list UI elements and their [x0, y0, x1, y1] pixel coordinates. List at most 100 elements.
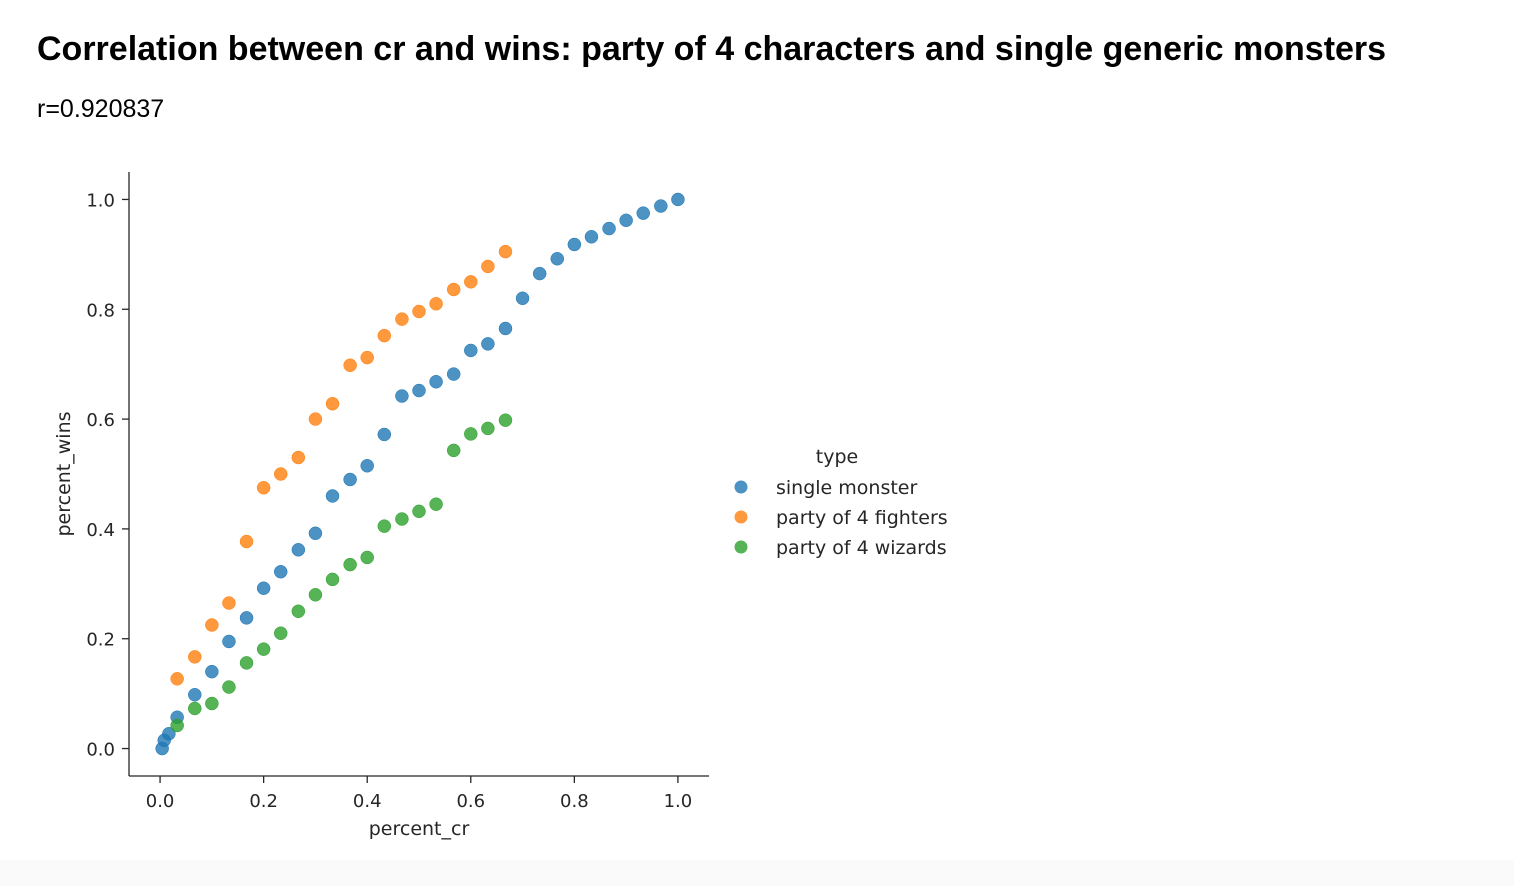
data-point	[222, 634, 236, 649]
data-point	[481, 337, 495, 351]
data-point	[429, 497, 443, 511]
legend-marker	[734, 480, 748, 494]
x-tick-label: 0.4	[353, 791, 382, 812]
data-point	[273, 467, 288, 481]
data-point	[481, 259, 495, 274]
data-point	[273, 564, 288, 579]
x-axis-label: percent_cr	[369, 818, 470, 840]
legend-label: party of 4 fighters	[776, 507, 948, 529]
data-point	[412, 504, 426, 519]
series-1-markers	[155, 192, 685, 756]
axes: 0.0 0.2 0.4 0.6 0.8 1.0 0.0 0.2 0.4 0.6 0.8 1.0 pe…	[53, 172, 709, 840]
page-title: Correlation between cr and wins: party o…	[37, 30, 1387, 68]
x-tick-label: 0.2	[249, 791, 278, 812]
y-tick-label: 0.0	[86, 740, 115, 761]
data-point	[464, 275, 478, 289]
data-point	[464, 343, 478, 358]
data-point	[360, 550, 374, 565]
data-point	[498, 321, 513, 336]
data-point	[170, 672, 184, 686]
x-ticks: 0.0 0.2 0.4 0.6 0.8 1.0	[146, 776, 692, 812]
data-point	[377, 427, 392, 442]
data-point	[395, 512, 409, 526]
plot-markers	[155, 192, 685, 756]
data-point	[550, 252, 565, 266]
data-point	[343, 358, 357, 373]
legend-items: single monster party of 4 fighters party o…	[734, 477, 948, 559]
data-point	[256, 581, 271, 595]
data-point	[446, 282, 461, 297]
data-point	[291, 543, 306, 557]
data-point	[464, 427, 478, 441]
data-point	[343, 557, 357, 572]
data-point	[567, 237, 582, 252]
data-point	[360, 459, 374, 473]
bottom-strip	[0, 860, 1514, 886]
data-point	[205, 664, 219, 679]
data-point	[239, 656, 254, 670]
y-tick-label: 1.0	[86, 190, 115, 211]
x-tick-label: 1.0	[664, 791, 693, 812]
data-point	[325, 396, 340, 411]
data-point	[222, 596, 236, 610]
x-tick-label: 0.6	[456, 791, 485, 812]
data-point	[377, 519, 392, 533]
series-2-markers	[170, 244, 513, 686]
data-point	[308, 588, 323, 602]
data-point	[239, 534, 254, 549]
legend-title: type	[816, 446, 858, 468]
legend: type single monster party of 4 fighters pa…	[734, 446, 948, 559]
series-3-markers	[170, 413, 513, 733]
data-point	[481, 421, 495, 436]
data-point	[170, 718, 184, 733]
data-point	[446, 443, 461, 458]
data-point	[498, 413, 513, 427]
y-tick-label: 0.8	[86, 300, 115, 321]
data-point	[532, 266, 547, 281]
data-point	[429, 375, 443, 389]
y-tick-label: 0.4	[86, 520, 115, 541]
data-point	[412, 304, 426, 319]
y-ticks: 0.0 0.2 0.4 0.6 0.8 1.0	[86, 190, 129, 761]
data-point	[239, 611, 254, 625]
data-point	[205, 696, 219, 711]
x-tick-label: 0.0	[146, 791, 175, 812]
data-point	[395, 312, 409, 326]
data-point	[291, 450, 306, 465]
data-point	[619, 213, 633, 228]
data-point	[654, 199, 668, 213]
data-point	[412, 383, 426, 398]
data-point	[308, 412, 323, 426]
data-point	[162, 726, 176, 741]
y-axis-label: percent_wins	[53, 411, 75, 536]
data-point	[222, 680, 236, 694]
legend-marker	[734, 510, 748, 524]
data-point	[188, 650, 202, 664]
data-point	[188, 687, 202, 702]
data-point	[360, 350, 374, 365]
data-point	[343, 472, 357, 487]
data-point	[671, 192, 685, 207]
legend-label: party of 4 wizards	[776, 537, 947, 559]
data-point	[325, 572, 340, 587]
data-point	[446, 367, 461, 381]
data-point	[205, 618, 219, 632]
data-point	[515, 291, 530, 306]
y-tick-label: 0.2	[86, 630, 115, 651]
data-point	[395, 389, 409, 403]
data-point	[325, 489, 340, 503]
legend-marker	[734, 540, 748, 554]
data-point	[377, 328, 392, 343]
data-point	[429, 297, 443, 311]
data-point	[498, 244, 513, 259]
x-tick-label: 0.8	[560, 791, 589, 812]
data-point	[308, 526, 323, 541]
data-point	[256, 480, 271, 495]
y-tick-label: 0.6	[86, 410, 115, 431]
data-point	[584, 230, 599, 244]
data-point	[636, 206, 650, 220]
data-point	[273, 626, 288, 640]
legend-label: single monster	[776, 477, 918, 499]
data-point	[256, 642, 271, 656]
